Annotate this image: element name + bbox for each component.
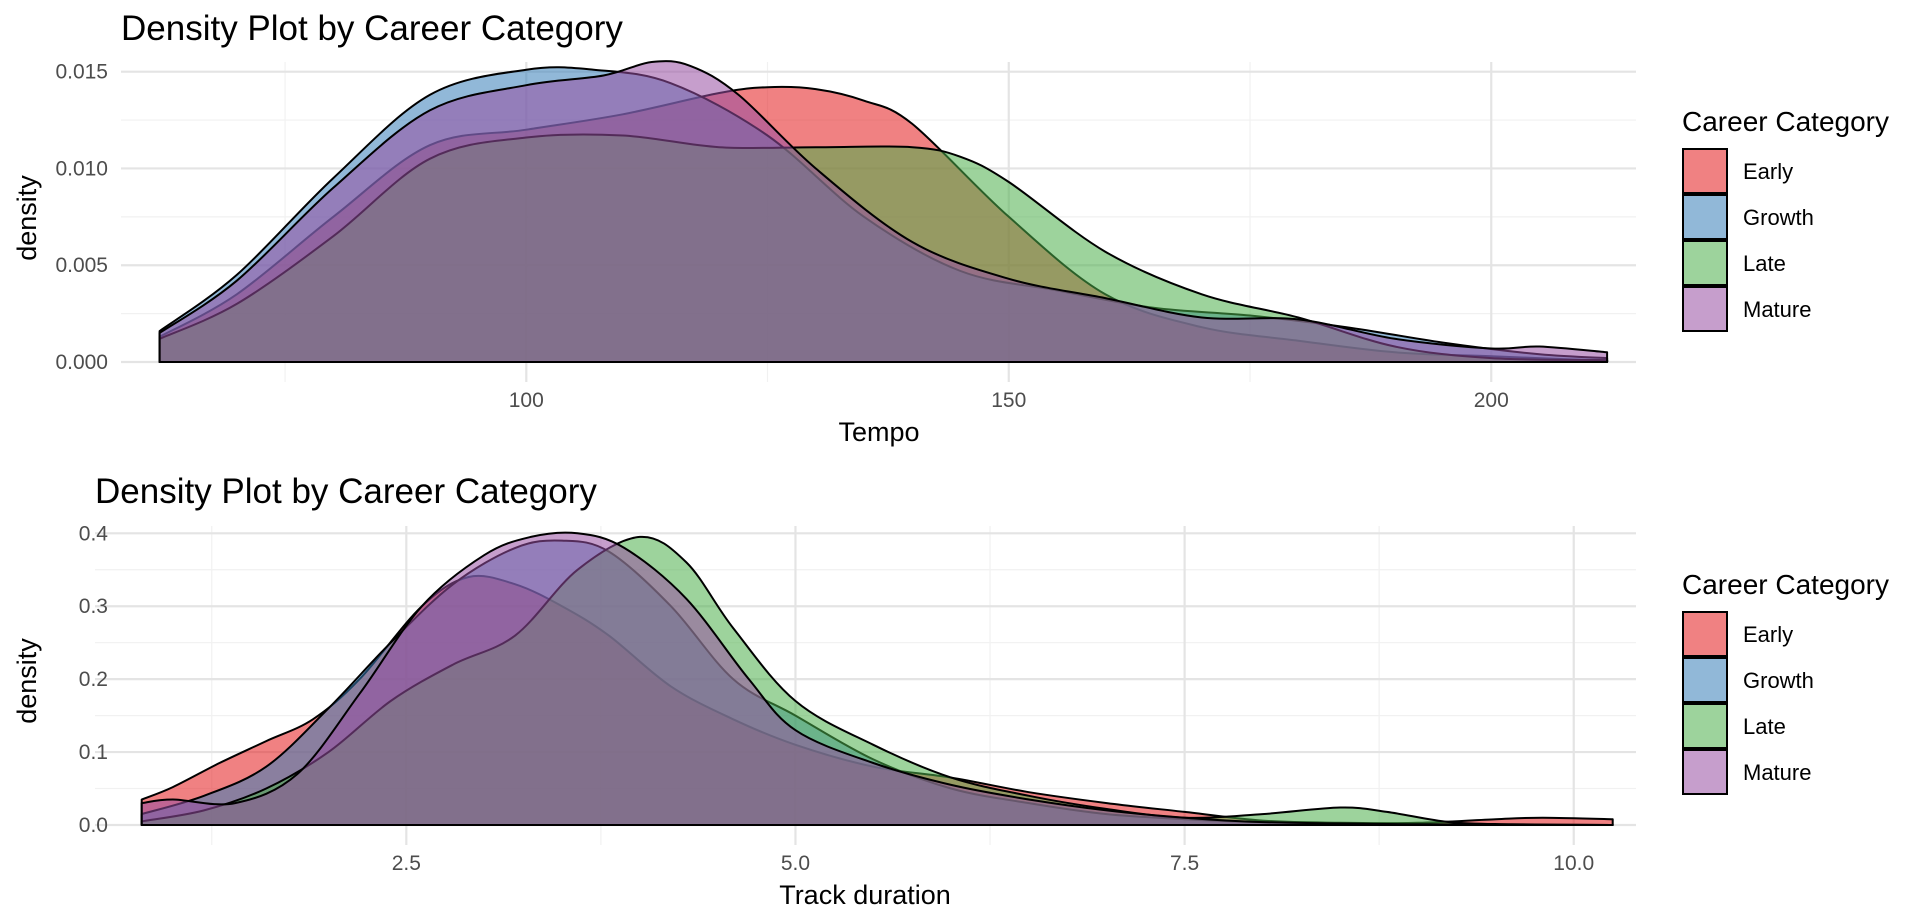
- x-tick-label: 7.5: [1170, 852, 1199, 875]
- x-axis-ticks: 2.5 5.0 7.5 10.0: [392, 852, 1594, 875]
- y-axis-ticks: 0.000 0.005 0.010 0.015: [55, 61, 108, 374]
- legend-label: Late: [1743, 251, 1786, 276]
- y-tick-label: 0.2: [79, 668, 108, 691]
- chart-title: Density Plot by Career Category: [95, 472, 597, 511]
- legend-item-growth: Growth: [1682, 194, 1814, 240]
- y-tick-label: 0.0: [79, 814, 108, 837]
- x-axis-title: Track duration: [779, 880, 951, 910]
- y-tick-label: 0.015: [55, 61, 108, 84]
- legend-title: Career Category: [1682, 106, 1889, 137]
- density-areas: [158, 60, 1609, 363]
- x-tick-label: 100: [509, 389, 544, 412]
- y-axis-ticks: 0.0 0.1 0.2 0.3 0.4: [79, 522, 109, 837]
- legend-item-growth: Growth: [1682, 657, 1814, 703]
- legend-label: Mature: [1743, 760, 1811, 785]
- duration-density-panel: Density Plot by Career Category 2.5 5.0 7.…: [12, 472, 1889, 910]
- y-tick-label: 0.005: [55, 254, 108, 277]
- legend-swatch: [1682, 286, 1728, 332]
- chart-title: Density Plot by Career Category: [121, 9, 623, 48]
- legend: Career Category Early Growth Late Mature: [1682, 106, 1889, 332]
- legend-label: Growth: [1743, 205, 1814, 230]
- legend-items: Early Growth Late Mature: [1682, 148, 1814, 332]
- legend-swatch: [1682, 749, 1728, 795]
- legend-items: Early Growth Late Mature: [1682, 611, 1814, 795]
- legend-swatch: [1682, 611, 1728, 657]
- density-area-mature: [140, 531, 1614, 826]
- legend-swatch: [1682, 240, 1728, 286]
- legend-swatch: [1682, 703, 1728, 749]
- y-axis-title: density: [12, 175, 42, 261]
- legend-item-mature: Mature: [1682, 286, 1811, 332]
- x-tick-label: 200: [1474, 389, 1509, 412]
- y-tick-label: 0.010: [55, 157, 108, 180]
- legend: Career Category Early Growth Late Mature: [1682, 569, 1889, 795]
- legend-label: Growth: [1743, 668, 1814, 693]
- y-tick-label: 0.1: [79, 741, 108, 764]
- x-axis-title: Tempo: [838, 417, 919, 447]
- y-tick-label: 0.4: [79, 522, 109, 545]
- tempo-density-panel: Density Plot by Career Category 100 150 20…: [12, 9, 1889, 447]
- y-axis-title: density: [12, 638, 42, 724]
- legend-swatch: [1682, 657, 1728, 703]
- legend-item-mature: Mature: [1682, 749, 1811, 795]
- legend-label: Early: [1743, 159, 1793, 184]
- legend-item-early: Early: [1682, 611, 1793, 657]
- legend-label: Early: [1743, 622, 1793, 647]
- density-areas: [140, 531, 1614, 826]
- density-area-mature: [158, 60, 1609, 363]
- x-tick-label: 10.0: [1553, 852, 1594, 875]
- legend-item-early: Early: [1682, 148, 1793, 194]
- legend-label: Late: [1743, 714, 1786, 739]
- legend-label: Mature: [1743, 297, 1811, 322]
- x-axis-ticks: 100 150 200: [509, 389, 1509, 412]
- legend-item-late: Late: [1682, 240, 1786, 286]
- legend-swatch: [1682, 194, 1728, 240]
- y-tick-label: 0.000: [55, 351, 108, 374]
- y-tick-label: 0.3: [79, 595, 108, 618]
- legend-item-late: Late: [1682, 703, 1786, 749]
- legend-title: Career Category: [1682, 569, 1889, 600]
- x-tick-label: 2.5: [392, 852, 421, 875]
- legend-swatch: [1682, 148, 1728, 194]
- x-tick-label: 5.0: [781, 852, 810, 875]
- x-tick-label: 150: [991, 389, 1026, 412]
